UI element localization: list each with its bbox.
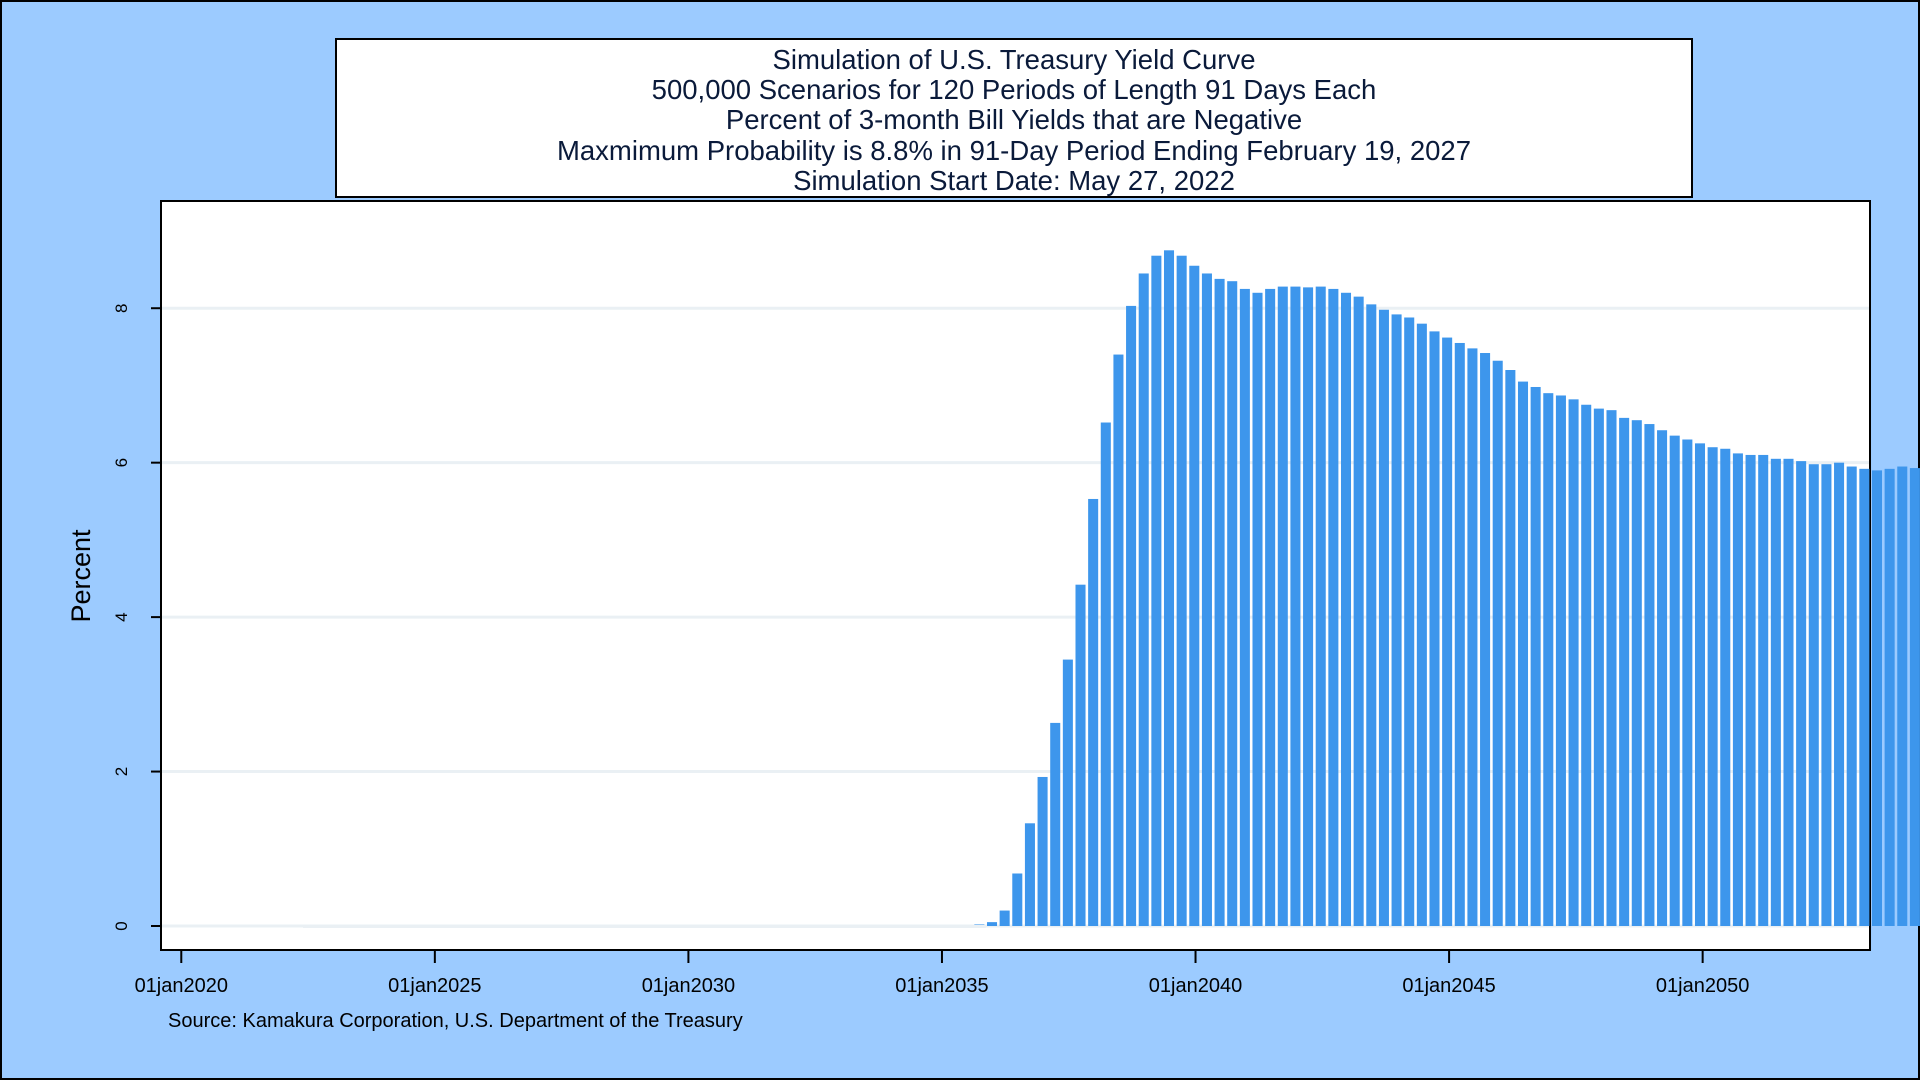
bar <box>1517 381 1529 926</box>
bar <box>1783 458 1794 926</box>
bar <box>1631 420 1642 926</box>
bar <box>1315 286 1326 927</box>
bar <box>1871 470 1883 926</box>
x-tick-label: 01jan2050 <box>1656 975 1749 997</box>
bar <box>999 910 1010 926</box>
y-tick-label: 4 <box>112 612 131 621</box>
bar <box>1593 408 1604 927</box>
bar <box>1669 435 1680 926</box>
bar <box>1909 468 1920 926</box>
bar <box>1378 309 1389 926</box>
bar <box>1467 348 1478 926</box>
bar <box>1416 323 1427 927</box>
bar <box>1644 424 1655 926</box>
bar <box>1619 417 1630 926</box>
x-tick-label: 01jan2025 <box>388 975 481 997</box>
y-axis: 0 2 4 6 8 <box>112 303 161 931</box>
bar <box>1062 659 1073 926</box>
bar <box>1770 458 1781 926</box>
bar <box>1404 317 1415 926</box>
bar <box>1176 255 1187 926</box>
chart-subtitle-maximum: Maxmimum Probability is 8.8% in 91-Day P… <box>556 134 1472 166</box>
bar <box>1429 331 1440 926</box>
bar <box>1391 314 1402 926</box>
bar <box>1290 286 1301 927</box>
bar <box>1328 288 1339 927</box>
bar <box>1100 422 1111 926</box>
bar <box>1340 292 1352 926</box>
bar <box>1568 399 1579 926</box>
bar <box>1707 447 1718 926</box>
bar <box>1252 292 1263 926</box>
bar <box>1163 250 1175 927</box>
x-tick-label: 01jan2030 <box>642 975 735 997</box>
bar <box>1214 278 1225 926</box>
bar <box>1745 454 1756 926</box>
chart-subtitle-start-date: Simulation Start Date: May 27, 2022 <box>793 164 1235 196</box>
bar <box>1720 448 1731 926</box>
bar <box>1808 464 1819 926</box>
bar <box>1088 498 1099 926</box>
bar <box>1694 443 1706 926</box>
bar <box>1821 464 1832 926</box>
bar <box>1037 776 1048 926</box>
bar <box>1227 281 1238 926</box>
bar <box>1265 288 1276 927</box>
chart-subtitle-measure: Percent of 3-month Bill Yields that are … <box>725 104 1303 136</box>
bar <box>1050 722 1061 926</box>
bar <box>1657 430 1668 926</box>
bar <box>1505 370 1516 926</box>
chart-subtitle-scenarios: 500,000 Scenarios for 120 Periods of Len… <box>651 74 1377 106</box>
bar <box>1138 273 1149 926</box>
bar <box>1303 287 1314 927</box>
bar <box>1366 304 1377 927</box>
bar <box>1492 360 1503 926</box>
bar <box>1884 468 1895 926</box>
bar <box>1732 453 1743 926</box>
bar <box>1480 353 1491 926</box>
bar <box>1555 395 1566 926</box>
source-note: Source: Kamakura Corporation, U.S. Depar… <box>168 1010 743 1032</box>
bar <box>1126 305 1137 927</box>
bar <box>1075 584 1086 926</box>
bar <box>1239 288 1250 927</box>
bar <box>1151 255 1162 926</box>
y-tick-label: 6 <box>112 458 131 467</box>
bar-series <box>302 250 1920 928</box>
bar <box>1530 386 1541 926</box>
bar <box>1189 265 1200 926</box>
bar <box>1846 466 1857 926</box>
bar <box>1543 393 1554 927</box>
bar <box>1682 439 1693 926</box>
x-tick-label: 01jan2035 <box>895 975 988 997</box>
y-tick-label: 0 <box>112 921 131 930</box>
x-tick-label: 01jan2045 <box>1402 975 1495 997</box>
bar <box>1012 873 1023 926</box>
bar <box>1113 354 1124 926</box>
chart-title-box: Simulation of U.S. Treasury Yield Curve … <box>335 38 1693 198</box>
bar <box>1758 454 1769 926</box>
bar <box>1859 468 1870 926</box>
y-tick-label: 2 <box>112 767 131 776</box>
bar <box>1454 342 1465 926</box>
bar <box>1606 410 1617 927</box>
bar <box>1897 466 1908 926</box>
chart-title: Simulation of U.S. Treasury Yield Curve <box>772 44 1256 75</box>
bar <box>986 922 998 926</box>
bar <box>1201 273 1212 926</box>
x-axis: 01jan2020 01jan2025 01jan2030 01jan2035 01ja… <box>135 950 1749 997</box>
x-tick-label: 01jan2020 <box>135 975 228 997</box>
bar <box>1442 337 1453 927</box>
bar <box>1277 286 1288 927</box>
bar <box>1796 461 1807 926</box>
bar <box>1024 823 1035 926</box>
x-tick-label: 01jan2040 <box>1149 975 1242 997</box>
y-tick-label: 8 <box>112 303 131 312</box>
bar <box>1353 296 1364 926</box>
bar <box>1834 462 1845 926</box>
y-axis-label: Percent <box>66 529 96 623</box>
bar <box>1581 404 1592 926</box>
